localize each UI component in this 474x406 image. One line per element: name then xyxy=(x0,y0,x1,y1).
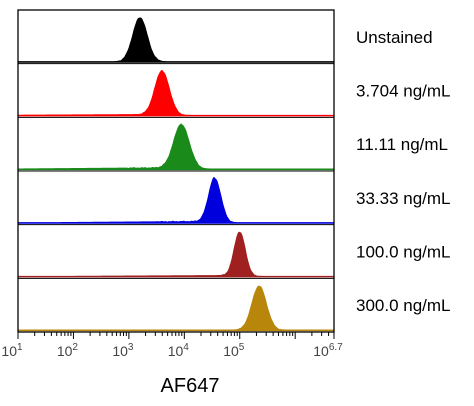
histogram-row xyxy=(17,170,335,224)
histogram-series xyxy=(17,69,335,116)
x-tick-label: 104 xyxy=(168,342,190,359)
sample-labels: Unstained 3.704 ng/mL 11.11 ng/mL 33.33 ng/… xyxy=(356,28,451,315)
series-label: 33.33 ng/mL xyxy=(356,189,451,208)
x-axis-ticks: 101 102 103 104 105 106.7 xyxy=(1,332,343,359)
histogram-series xyxy=(17,17,335,63)
x-tick-label: 105 xyxy=(223,342,245,359)
histogram-series xyxy=(17,123,335,170)
x-tick-label: 102 xyxy=(57,342,79,359)
histogram-row xyxy=(17,63,335,117)
histogram-series xyxy=(17,176,335,224)
histogram-row xyxy=(17,116,335,171)
histogram-panels xyxy=(17,17,335,332)
histogram-series xyxy=(17,231,335,277)
x-tick-label: 106.7 xyxy=(313,342,343,359)
x-axis-label: AF647 xyxy=(161,375,220,397)
series-label: 100.0 ng/mL xyxy=(356,243,451,262)
x-tick-label: 103 xyxy=(112,342,134,359)
series-label: 3.704 ng/mL xyxy=(356,82,451,101)
series-label: 300.0 ng/mL xyxy=(356,296,451,315)
histogram-row xyxy=(17,224,335,278)
series-label: Unstained xyxy=(356,28,433,47)
series-label: 11.11 ng/mL xyxy=(356,135,448,154)
x-tick-label: 101 xyxy=(1,342,23,359)
histogram-row xyxy=(17,277,335,332)
histogram-series xyxy=(17,285,335,331)
histogram-row xyxy=(17,17,335,63)
